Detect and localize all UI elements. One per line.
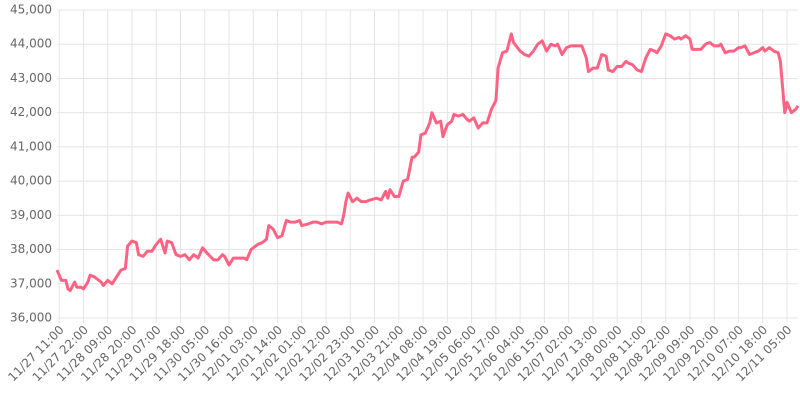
y-tick-label: 41,000 <box>10 139 52 153</box>
y-tick-label: 36,000 <box>10 311 52 325</box>
y-tick-label: 40,000 <box>10 174 52 188</box>
y-tick-label: 42,000 <box>10 105 52 119</box>
y-tick-label: 37,000 <box>10 276 52 290</box>
series-line <box>55 32 800 293</box>
y-tick-label: 44,000 <box>10 37 52 51</box>
y-tick-label: 38,000 <box>10 242 52 256</box>
y-tick-label: 43,000 <box>10 71 52 85</box>
y-tick-label: 45,000 <box>10 3 52 17</box>
y-tick-label: 39,000 <box>10 208 52 222</box>
